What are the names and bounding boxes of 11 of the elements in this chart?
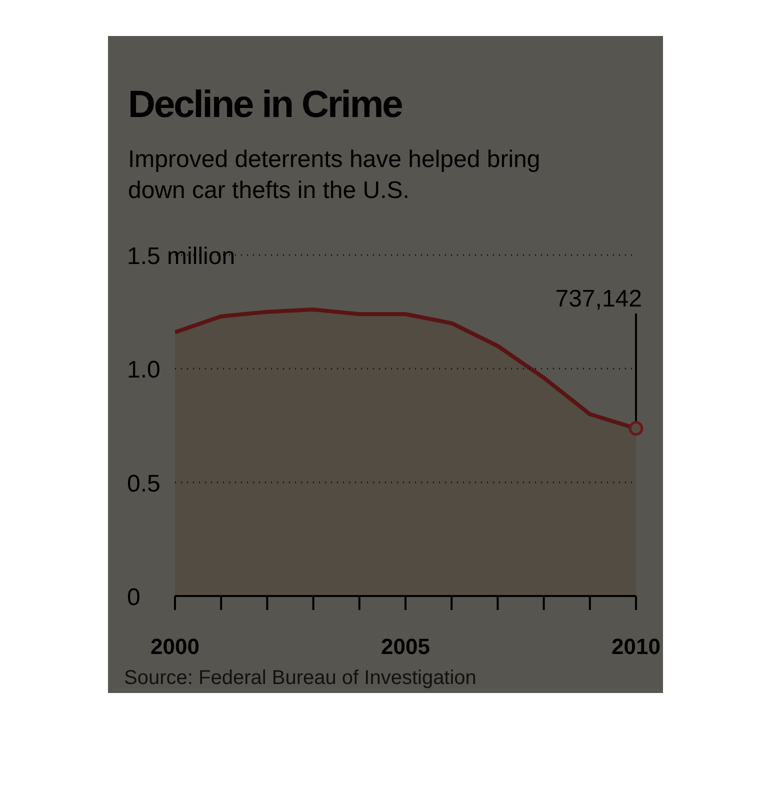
x-tick-label: 2000 — [150, 634, 200, 659]
chart-subtitle: Improved deterrents have helped bring down car thefts in the U.S. — [128, 145, 542, 206]
chart-title: Decline in Crime — [128, 84, 402, 127]
y-tick-label: 1.0 — [127, 356, 160, 384]
y-tick-label: 1.5 million — [127, 243, 236, 270]
annotation: 737,142 — [555, 285, 642, 312]
y-tick-label: 0.5 — [127, 470, 160, 498]
x-tick-label: 2005 — [381, 634, 430, 659]
source-note: Source: Federal Bureau of Investigation — [124, 667, 476, 690]
x-tick-label: 2010 — [612, 634, 660, 659]
y-tick-label: 0 — [127, 584, 140, 611]
